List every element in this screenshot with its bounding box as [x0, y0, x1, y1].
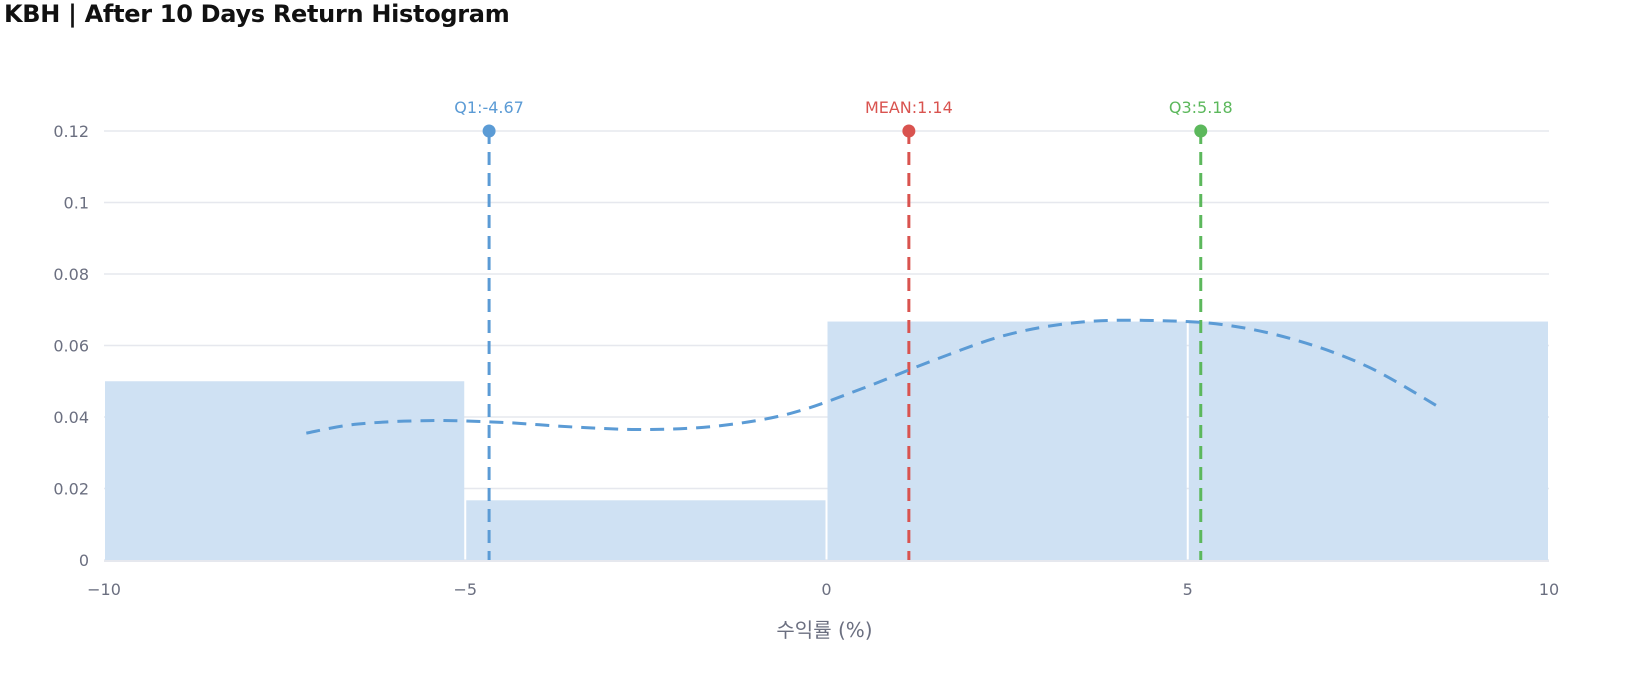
x-tick-label: 10	[1539, 580, 1559, 599]
y-tick-label: 0.08	[53, 265, 89, 284]
y-tick-label: 0.12	[53, 122, 89, 141]
y-tick-label: 0.06	[53, 337, 89, 356]
marker-label-mean: MEAN:1.14	[865, 98, 953, 117]
histogram-bar	[827, 321, 1187, 560]
stat-markers: Q1:-4.67 MEAN:1.14 Q3:5.18	[454, 98, 1233, 560]
histogram-bars	[105, 321, 1548, 560]
chart-title: KBH | After 10 Days Return Histogram	[4, 0, 510, 28]
marker-dot-mean	[902, 124, 916, 138]
x-axis-label: 수익률 (%)	[776, 618, 872, 642]
y-tick-label: 0	[79, 551, 89, 570]
histogram-bar	[105, 381, 465, 560]
histogram-bar	[466, 500, 826, 560]
x-tick-label: −10	[87, 580, 121, 599]
marker-label-q3: Q3:5.18	[1169, 98, 1233, 117]
y-tick-label: 0.04	[53, 408, 89, 427]
marker-dot-q1	[482, 124, 496, 138]
histogram-bar	[1188, 321, 1548, 560]
x-tick-label: 5	[1183, 580, 1193, 599]
x-axis: −10 −5 0 5 10	[87, 560, 1559, 599]
marker-label-q1: Q1:-4.67	[454, 98, 524, 117]
density-curve-group	[306, 318, 1442, 435]
x-tick-label: 0	[821, 580, 831, 599]
y-axis: 0 0.02 0.04 0.06 0.08 0.1 0.12	[53, 122, 89, 570]
density-curve	[306, 318, 1442, 435]
y-tick-label: 0.02	[53, 480, 89, 499]
marker-dot-q3	[1194, 124, 1208, 138]
x-tick-label: −5	[453, 580, 477, 599]
y-tick-label: 0.1	[64, 194, 89, 213]
